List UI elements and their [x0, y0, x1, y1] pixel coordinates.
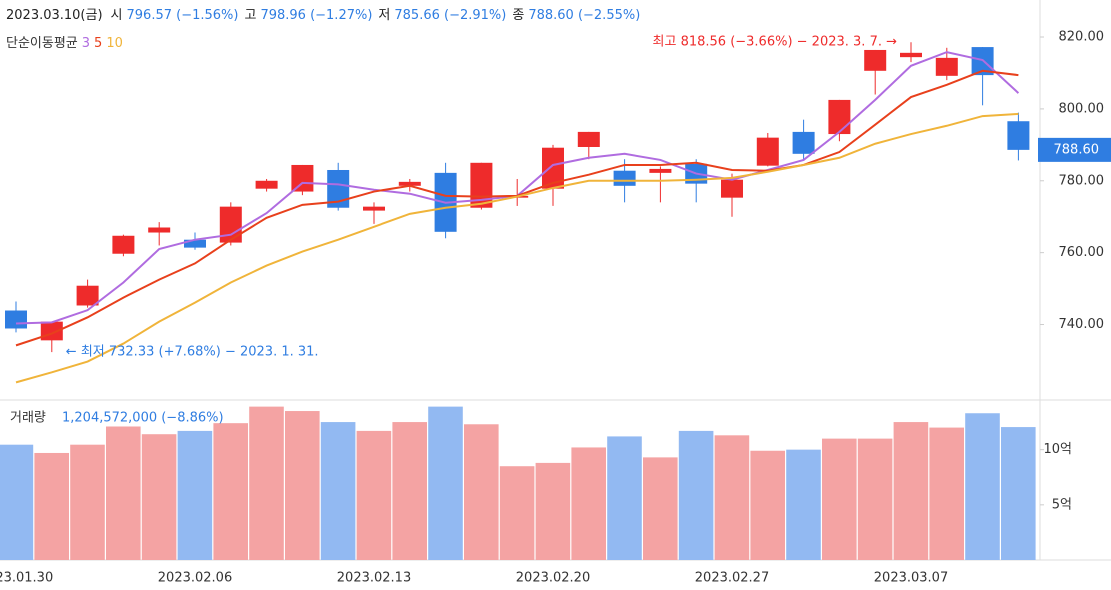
legend-entry: 3: [81, 36, 91, 51]
candle-body: [255, 180, 278, 189]
header-label: 종: [512, 8, 525, 23]
candle-body: [398, 181, 421, 186]
volume-bar: [177, 430, 213, 560]
y-tick-label: 780.00: [1059, 173, 1105, 188]
volume-bar: [356, 430, 392, 560]
header: 2023.03.10(금) 시 796.57 (−1.56%) 고 798.96 (−1…: [6, 4, 646, 23]
ma-line: [15, 69, 1019, 347]
legend-entry: 5: [94, 36, 103, 51]
candle-body: [219, 206, 242, 243]
candle-body: [291, 164, 314, 192]
volume-bar: [607, 436, 642, 560]
candle-body: [577, 131, 600, 147]
candle-body: [76, 285, 99, 306]
candle-body: [935, 57, 958, 76]
volume-bar: [1001, 427, 1036, 560]
candle-body: [112, 235, 135, 254]
volume-tick-label: 5억: [1052, 497, 1072, 512]
volume-bar: [893, 422, 929, 560]
volume-bar: [320, 422, 356, 560]
header-label: 고: [244, 8, 257, 23]
volume-bar: [141, 434, 177, 560]
legend-title: 단순이동평균: [6, 36, 78, 51]
volume-bar: [965, 413, 1000, 560]
volume-bar: [786, 449, 821, 560]
volume-bar: [428, 406, 463, 560]
volume-bar: [571, 447, 606, 560]
volume-note: 1,204,572,000 (−8.86%): [62, 411, 224, 426]
candle-body: [1007, 121, 1030, 150]
volume-bar: [822, 438, 857, 560]
candle-body: [649, 168, 672, 173]
low-note: ← 최저 732.33 (+7.68%) − 2023. 1. 31.: [66, 345, 319, 360]
candle-body: [864, 49, 887, 71]
y-tick-label: 800.00: [1059, 101, 1105, 116]
y-tick-label: 820.00: [1059, 30, 1105, 45]
x-tick-label: 2023.02.06: [158, 571, 232, 586]
date: 2023.03.10(금): [6, 8, 103, 23]
candle-body: [900, 52, 922, 58]
volume-bar: [643, 457, 678, 560]
volume-bar: [714, 435, 750, 560]
x-tick-label: 2023.01.30: [0, 571, 53, 586]
x-tick-label: 2023.02.13: [337, 571, 411, 586]
candle-body: [721, 179, 743, 198]
header-value: 798.96 (−1.27%): [260, 8, 373, 23]
volume-title: 거래량: [10, 411, 46, 426]
volume-bar: [285, 411, 320, 560]
volume-bar: [70, 444, 105, 560]
candle-body: [5, 310, 27, 329]
ma-line: [15, 112, 1019, 384]
volume-bar: [678, 430, 714, 560]
y-tick-label: 740.00: [1059, 317, 1105, 332]
header-value: 788.60 (−2.55%): [528, 8, 641, 23]
y-tick-label: 760.00: [1059, 245, 1105, 260]
candle-body: [184, 239, 206, 248]
volume-bar: [499, 466, 535, 560]
candle-body: [756, 137, 779, 166]
volume-bar: [0, 444, 34, 560]
header-value: 785.66 (−2.91%): [394, 8, 507, 23]
high-note: 최고 818.56 (−3.66%) − 2023. 3. 7. →: [653, 35, 898, 50]
header-label: 시: [110, 8, 123, 23]
volume-tick-label: 10억: [1043, 442, 1072, 457]
x-tick-label: 2023.03.07: [874, 571, 948, 586]
candle-body: [542, 147, 564, 189]
header-label: 저: [378, 8, 391, 23]
ma-legend: 단순이동평균 3 5 10: [6, 32, 127, 51]
candle-body: [613, 170, 636, 186]
volume-bar: [857, 438, 893, 560]
candle-body: [828, 99, 851, 135]
legend-entry: 10: [106, 36, 123, 51]
candle-body: [363, 206, 385, 211]
volume-bar: [750, 450, 785, 560]
volume-bar: [929, 427, 964, 560]
volume-bar: [34, 452, 69, 560]
volume-bar: [535, 462, 571, 560]
volume-bar: [213, 423, 248, 560]
x-tick-label: 2023.02.27: [695, 571, 769, 586]
header-value: 796.57 (−1.56%): [126, 8, 239, 23]
candle-body: [792, 131, 815, 154]
candle-body: [327, 169, 350, 208]
price-tag: [1038, 137, 1111, 162]
volume-bar: [392, 422, 427, 560]
volume-bar: [464, 424, 499, 560]
volume-bar: [106, 426, 141, 560]
price-tag-label: 788.60: [1054, 142, 1100, 157]
volume-bar: [249, 406, 284, 560]
candle-body: [148, 227, 171, 233]
x-tick-label: 2023.02.20: [516, 571, 590, 586]
